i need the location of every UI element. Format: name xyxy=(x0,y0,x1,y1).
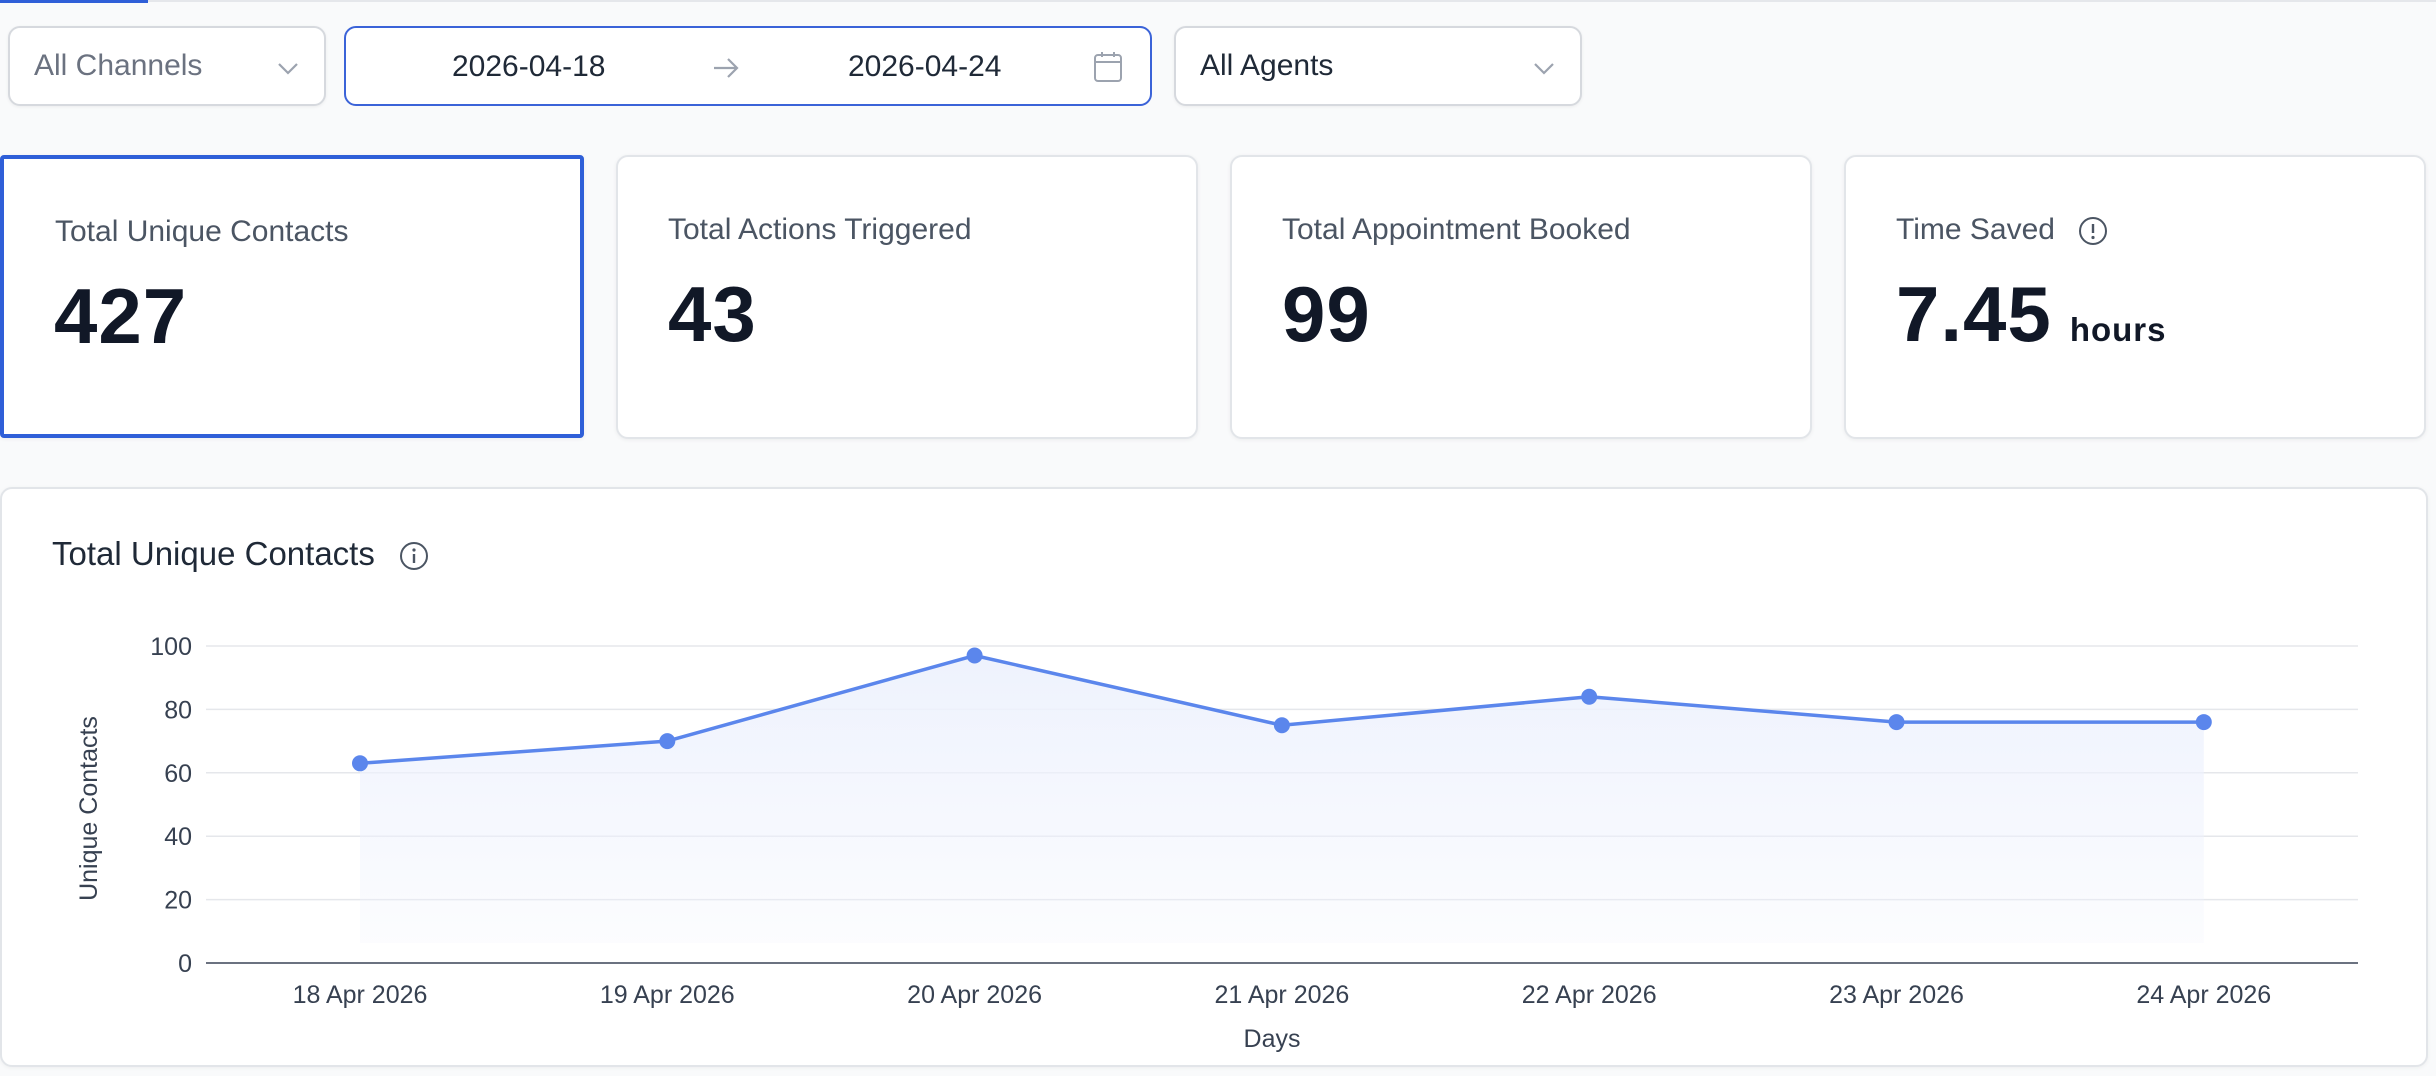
data-point xyxy=(659,733,676,750)
series-area xyxy=(360,655,2204,943)
line-chart: 0 20 40 60 80 100 18 Apr 2026 19 Apr 2026 20 Apr… xyxy=(75,633,2358,1053)
stat-unit: hours xyxy=(2069,311,2167,348)
y-tick-label: 0 xyxy=(178,950,192,978)
y-tick-label: 40 xyxy=(164,823,192,851)
chart-title: Total Unique Contacts xyxy=(52,535,375,572)
agent-select-value: All Agents xyxy=(1200,49,1334,82)
stat-value: 43 xyxy=(668,270,757,358)
x-tick-label: 20 Apr 2026 xyxy=(907,981,1042,1009)
x-axis-title: Days xyxy=(1244,1025,1301,1053)
x-tick-label: 24 Apr 2026 xyxy=(2136,981,2271,1009)
stat-label: Total Actions Triggered xyxy=(668,213,972,246)
active-tab-indicator xyxy=(0,0,148,3)
chart-card: Total Unique Contacts 0 20 40 60 80 100 18 Apr… xyxy=(0,487,2428,1067)
data-point xyxy=(1273,717,1290,734)
chevron-down-icon xyxy=(278,63,298,75)
stat-label-wrap: Time Saved xyxy=(1896,213,2109,247)
y-tick-label: 100 xyxy=(150,633,192,661)
date-start-input[interactable]: 2026-04-18 xyxy=(452,50,606,83)
calendar-icon[interactable] xyxy=(1092,50,1124,84)
data-point xyxy=(1581,688,1598,705)
date-range-picker[interactable]: 2026-04-18 2026-04-24 xyxy=(344,26,1152,106)
stat-label: Total Unique Contacts xyxy=(55,215,349,248)
x-tick-label: 23 Apr 2026 xyxy=(1829,981,1964,1009)
data-point xyxy=(966,647,983,664)
stat-card-time-saved[interactable]: Time Saved 7.45 hours xyxy=(1844,155,2426,439)
data-point xyxy=(1888,714,1905,731)
stat-card-appointments-booked[interactable]: Total Appointment Booked 99 xyxy=(1230,155,1812,439)
channel-select[interactable]: All Channels xyxy=(8,26,326,106)
agent-select[interactable]: All Agents xyxy=(1174,26,1582,106)
chevron-down-icon xyxy=(1534,63,1554,75)
date-end-input[interactable]: 2026-04-24 xyxy=(848,50,1002,83)
arrow-right-icon xyxy=(714,58,739,78)
alert-circle-icon[interactable] xyxy=(2077,215,2109,247)
stat-value: 427 xyxy=(54,272,188,360)
stat-value: 99 xyxy=(1282,270,1371,358)
data-point xyxy=(352,755,368,772)
chart-title-wrap: Total Unique Contacts xyxy=(52,535,430,573)
x-tick-label: 19 Apr 2026 xyxy=(600,981,735,1009)
x-tick-label: 22 Apr 2026 xyxy=(1522,981,1657,1009)
stat-label: Time Saved xyxy=(1896,213,2055,246)
top-divider xyxy=(0,0,2436,2)
x-tick-label: 18 Apr 2026 xyxy=(293,981,428,1009)
data-point xyxy=(2195,714,2212,731)
y-tick-label: 60 xyxy=(164,760,192,788)
stat-card-unique-contacts[interactable]: Total Unique Contacts 427 xyxy=(0,155,584,438)
y-axis-title: Unique Contacts xyxy=(75,716,103,901)
stat-card-actions-triggered[interactable]: Total Actions Triggered 43 xyxy=(616,155,1198,439)
stat-value-wrap: 7.45 hours xyxy=(1896,269,2166,360)
info-icon[interactable] xyxy=(398,540,430,572)
x-tick-label: 21 Apr 2026 xyxy=(1214,981,1349,1009)
y-tick-label: 20 xyxy=(164,887,192,915)
stat-value: 7.45 xyxy=(1896,270,2052,358)
y-tick-label: 80 xyxy=(164,696,192,724)
stat-label: Total Appointment Booked xyxy=(1282,213,1631,246)
channel-select-value: All Channels xyxy=(34,49,203,82)
filters-bar: All Channels 2026-04-18 2026-04-24 All A… xyxy=(8,26,2436,106)
